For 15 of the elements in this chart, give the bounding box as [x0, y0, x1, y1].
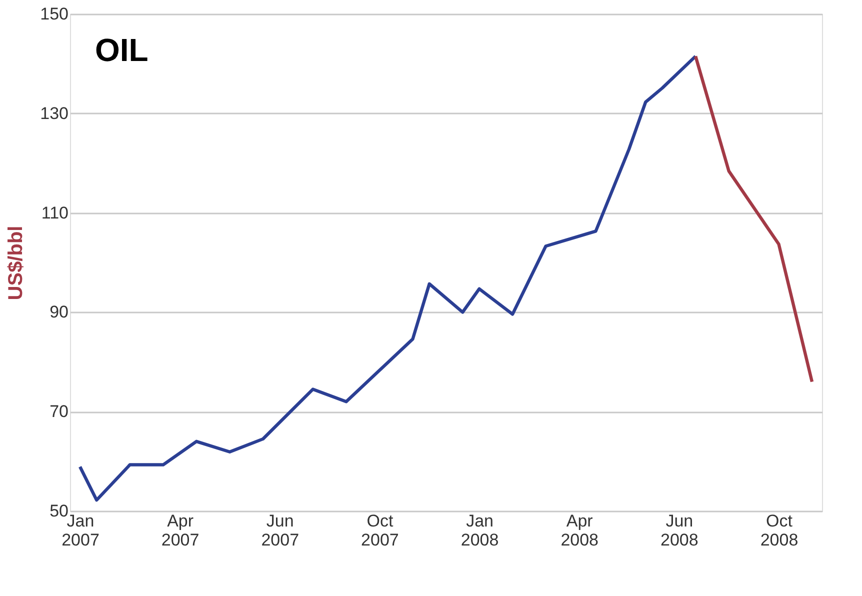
x-tick-label: Apr 2007 — [161, 512, 200, 550]
y-tick-label: 150 — [40, 4, 68, 24]
x-tick-label: Jan 2008 — [460, 512, 499, 550]
y-tick-label: 90 — [50, 302, 68, 322]
text: OIL — [95, 32, 148, 68]
x-tick-label: Jun 2008 — [660, 512, 698, 550]
y-tick-label: 110 — [41, 203, 68, 222]
line-series — [694, 54, 814, 384]
x-tick-label: Jun 2007 — [261, 512, 300, 550]
y-tick-label: 70 — [50, 402, 68, 422]
x-tick-label: Apr 2008 — [560, 512, 599, 550]
x-tick-label: Oct 2008 — [760, 512, 798, 550]
y-tick-label: 130 — [40, 104, 68, 123]
y-axis-title: US$/bbl — [5, 226, 28, 300]
x-tick-label: Oct 2007 — [361, 512, 399, 550]
